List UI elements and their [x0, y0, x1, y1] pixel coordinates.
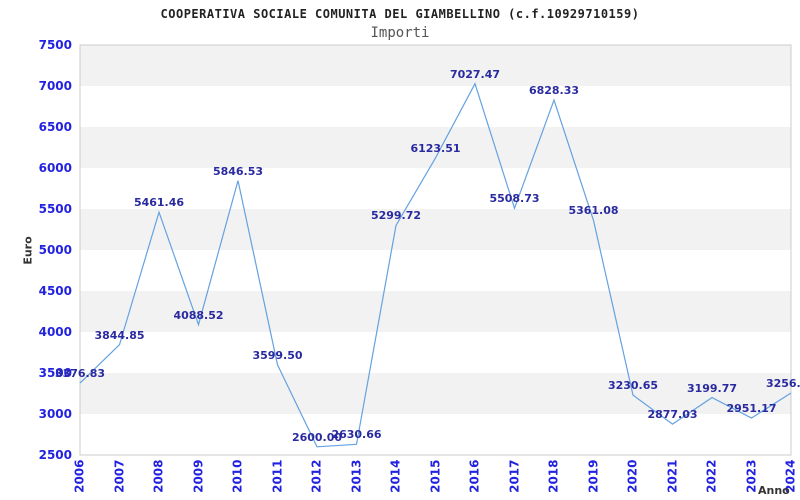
data-point-label: 2877.03 — [647, 408, 698, 422]
gridline-band — [80, 209, 791, 250]
y-tick-label: 4000 — [38, 325, 72, 339]
data-point-label: 7027.47 — [449, 67, 501, 81]
y-tick-label: 5000 — [38, 243, 72, 257]
y-tick-label: 7000 — [38, 79, 72, 93]
data-point-label: 5846.53 — [212, 164, 264, 178]
x-tick-label: 2012 — [309, 459, 324, 493]
data-point-label: 3844.85 — [94, 328, 145, 342]
x-tick-label: 2023 — [744, 459, 758, 493]
data-point-label: 5361.08 — [568, 204, 619, 218]
data-point-label: 3256.55 — [765, 376, 800, 390]
x-tick-label: 2006 — [72, 459, 87, 493]
x-tick-label: 2018 — [546, 459, 561, 493]
y-tick-label: 5500 — [38, 202, 72, 216]
x-tick-label: 2007 — [112, 459, 126, 493]
data-point-label: 3230.65 — [607, 379, 659, 393]
x-tick-label: 2015 — [428, 459, 442, 493]
y-tick-label: 3500 — [38, 366, 72, 380]
data-point-label: 6123.51 — [410, 141, 461, 155]
x-tick-label: 2010 — [230, 459, 245, 493]
x-tick-label: 2022 — [704, 459, 719, 493]
x-tick-label: 2013 — [349, 459, 363, 493]
y-tick-label: 6000 — [38, 161, 72, 175]
x-tick-label: 2017 — [507, 459, 521, 493]
chart-title: COOPERATIVA SOCIALE COMUNITA DEL GIAMBEL… — [160, 7, 640, 21]
data-point-label: 2630.66 — [331, 428, 382, 442]
data-point-label: 4088.52 — [173, 308, 224, 322]
x-tick-label: 2019 — [586, 459, 600, 493]
y-tick-label: 2500 — [38, 448, 72, 462]
data-point-label: 5508.73 — [489, 192, 540, 206]
data-point-label: 3376.83 — [54, 367, 106, 381]
x-tick-label: 2008 — [151, 459, 166, 493]
gridline-band — [80, 373, 791, 414]
plot-border — [79, 44, 792, 456]
y-tick-label: 3000 — [38, 407, 72, 421]
y-tick-label: 7500 — [38, 38, 72, 52]
data-point-label: 6828.33 — [528, 84, 580, 98]
x-tick-label: 2021 — [665, 459, 679, 493]
data-point-label: 2600.00 — [291, 430, 343, 444]
data-point-label: 3199.77 — [686, 381, 738, 395]
gridline-band — [80, 45, 791, 86]
y-tick-label: 6500 — [38, 120, 72, 134]
line-series — [79, 82, 792, 448]
y-axis-title: Euro — [21, 236, 35, 265]
x-tick-label: 2020 — [625, 459, 640, 493]
y-tick-label: 4500 — [38, 284, 72, 298]
chart-subtitle: Importi — [370, 25, 430, 41]
x-tick-label: 2009 — [191, 459, 205, 493]
gridline-band — [80, 127, 791, 168]
x-tick-label: 2014 — [388, 459, 403, 493]
data-point-label: 5461.46 — [133, 196, 185, 210]
x-tick-label: 2011 — [270, 459, 284, 493]
x-axis-title: Anno — [758, 484, 790, 497]
data-point-label: 5299.72 — [370, 209, 422, 223]
data-point-label: 2951.17 — [726, 402, 777, 415]
data-point-label: 3599.50 — [252, 348, 303, 362]
x-tick-label: 2016 — [467, 459, 482, 493]
